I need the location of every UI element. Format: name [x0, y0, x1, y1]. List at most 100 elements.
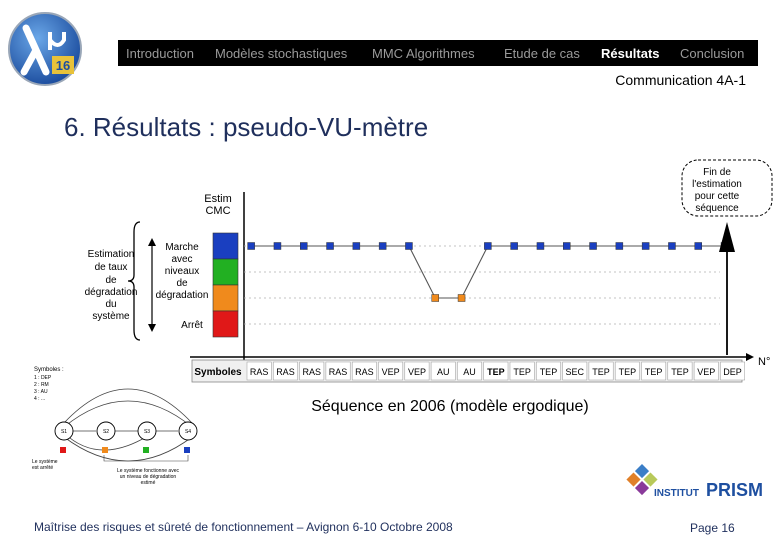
state-point — [300, 242, 308, 250]
communication-label: Communication 4A-1 — [615, 72, 746, 88]
symbol-cell — [378, 361, 404, 381]
markov-symbols-title: Symboles : — [34, 367, 64, 373]
markov-stop-marker — [60, 447, 66, 453]
marche-text-0: Marche — [165, 242, 199, 253]
state-point — [273, 242, 282, 250]
markov-symbol-3: 4 : ... — [34, 396, 45, 402]
prisme-text-1: INSTITUT — [654, 488, 699, 499]
x-axis-label: N° — [758, 356, 770, 368]
state-point — [247, 242, 255, 250]
markov-symbol-2: 3 : AU — [34, 389, 48, 395]
symbol-cell — [325, 361, 351, 381]
brace-text-5: système — [92, 311, 130, 322]
markov-state-s3 — [137, 421, 157, 441]
brace-text-3: dégradation — [85, 287, 138, 298]
symbol-label: TEP — [513, 367, 531, 377]
end-note-2: pour cette — [695, 191, 740, 202]
symbol-label: TEP — [487, 367, 505, 377]
state-point — [694, 242, 702, 250]
markov-note-bottom-1: un niveau de dégradation — [120, 474, 177, 480]
state-point — [405, 242, 413, 250]
markov-diagram: Symboles : 1 : DEP 2 : RM 3 : AU 4 : ...… — [32, 367, 198, 486]
state-point — [668, 242, 676, 250]
state-point — [352, 242, 361, 250]
state-point — [536, 242, 545, 250]
nav-item-modeles[interactable]: Modèles stochastiques — [215, 46, 348, 61]
nav-item-mmc[interactable]: MMC Algorithmes — [372, 46, 475, 61]
symbol-cell — [720, 361, 745, 381]
marche-text-3: de — [176, 278, 188, 289]
symbol-label: TEP — [592, 367, 610, 377]
left-brace — [127, 221, 141, 341]
symbol-cell — [246, 361, 272, 381]
symbols-label: Symboles — [194, 367, 242, 378]
markov-symbol-0: 1 : DEP — [34, 375, 52, 381]
page-number: Page 16 — [690, 521, 735, 535]
state-point — [326, 242, 334, 250]
symbol-cell — [641, 361, 667, 381]
markov-note-left-1: est arrêté — [32, 465, 53, 471]
level-box-3 — [212, 284, 239, 312]
symbol-label: RAS — [250, 367, 269, 377]
marche-text-4: dégradation — [156, 290, 209, 301]
state-path — [251, 245, 725, 299]
symbol-label: TEP — [619, 367, 637, 377]
state-point — [641, 242, 650, 250]
markov-state-s2 — [96, 421, 116, 441]
markov-state-label-0: S1 — [61, 429, 67, 435]
markov-state-label-2: S3 — [144, 429, 150, 435]
nav-item-etude[interactable]: Etude de cas — [504, 46, 580, 61]
symbol-label: VEP — [382, 367, 400, 377]
symbol-label: SEC — [565, 367, 584, 377]
brace-text-4: du — [105, 299, 116, 310]
level-box-1 — [212, 232, 239, 260]
state-point — [457, 294, 466, 302]
symbol-cell — [404, 361, 430, 381]
figure-caption: Séquence en 2006 (modèle ergodique) — [311, 398, 589, 415]
symbol-label: VEP — [408, 367, 426, 377]
marche-text-1: avec — [171, 254, 192, 265]
prisme-text-2: PRISME — [706, 480, 764, 500]
state-point — [510, 242, 518, 250]
nav-item-introduction[interactable]: Introduction — [126, 46, 194, 61]
symbol-label: RAS — [355, 367, 374, 377]
symbol-label: AU — [437, 367, 450, 377]
estim-label-1: Estim — [204, 193, 232, 205]
markov-note-bottom-2: estimé — [141, 480, 156, 486]
markov-state-s4 — [178, 421, 198, 441]
state-point — [563, 242, 571, 250]
estim-label-2: CMC — [205, 205, 230, 217]
symbol-cell — [273, 361, 298, 381]
symbol-label: DEP — [723, 367, 742, 377]
state-point — [484, 242, 492, 250]
symbol-label: TEP — [671, 367, 689, 377]
symbol-cell — [693, 361, 719, 381]
brace-text-2: de — [105, 275, 117, 286]
symbol-label: RAS — [329, 367, 348, 377]
symbol-label: AU — [463, 367, 476, 377]
markov-state-s1 — [54, 421, 74, 441]
symbol-cell — [299, 361, 325, 381]
symbol-cell — [509, 361, 535, 381]
state-point — [615, 242, 624, 250]
end-note-0: Fin de — [703, 167, 731, 178]
markov-state-label-1: S2 — [103, 429, 109, 435]
markov-marker-3 — [143, 447, 149, 453]
symbol-label: RAS — [302, 367, 321, 377]
symbol-cell — [562, 361, 588, 381]
level-box-4 — [212, 310, 239, 338]
brace-text-0: Estimation — [88, 249, 135, 260]
markov-symbol-1: 2 : RM — [34, 382, 49, 388]
nav-item-resultats[interactable]: Résultats — [601, 46, 660, 61]
state-point — [589, 242, 597, 250]
symbol-label: TEP — [540, 367, 558, 377]
symbol-cell — [430, 361, 456, 381]
markov-state-label-3: S4 — [185, 429, 191, 435]
state-point — [431, 294, 439, 302]
symbol-cell — [614, 361, 640, 381]
markov-marker-4 — [184, 447, 190, 453]
footer-conference: Maîtrise des risques et sûreté de foncti… — [34, 520, 453, 534]
symbol-cell — [588, 361, 614, 381]
nav-item-conclusion[interactable]: Conclusion — [680, 46, 745, 61]
